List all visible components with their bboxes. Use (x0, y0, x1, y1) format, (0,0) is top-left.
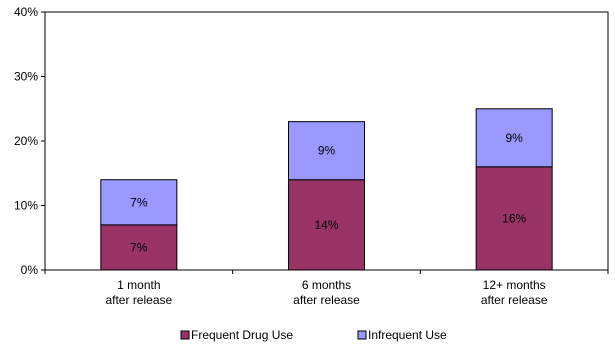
x-tick-label-line: after release (105, 293, 172, 307)
bar-segment-frequent (475, 166, 553, 271)
y-tick-label: 40% (14, 5, 38, 19)
x-tick-label-line: 1 month (117, 278, 160, 292)
y-tick-label: 20% (14, 134, 38, 148)
legend: Frequent Drug Use Infrequent Use (180, 328, 447, 342)
y-tick-label: 0% (21, 263, 39, 277)
x-tick-label-line: after release (293, 293, 360, 307)
data-label: 9% (318, 144, 336, 158)
legend-label: Infrequent Use (368, 328, 447, 342)
x-tick-label-line: 6 months (302, 278, 351, 292)
bar-segment-infrequent (100, 179, 178, 226)
x-tick-label-line: after release (481, 293, 548, 307)
y-tick-label: 30% (14, 70, 38, 84)
y-tick-label: 10% (14, 199, 38, 213)
data-label: 7% (130, 195, 148, 209)
x-tick-label: 6 months after release (293, 278, 360, 307)
bar-segment-frequent (100, 224, 178, 271)
bar-segment-frequent (288, 179, 365, 271)
x-tick-label: 1 month after release (105, 278, 172, 307)
x-tick-label: 12+ months after release (481, 278, 548, 307)
data-label: 9% (505, 131, 523, 145)
data-label: 16% (502, 211, 526, 225)
bar-segment-infrequent (475, 108, 553, 168)
x-tick-label-line: 12+ months (483, 278, 546, 292)
legend-swatch (357, 330, 367, 340)
data-label: 7% (130, 240, 148, 254)
legend-swatch (180, 330, 190, 340)
legend-label: Frequent Drug Use (191, 328, 293, 342)
data-label: 14% (314, 218, 338, 232)
data-labels: 7% 7% 14% 9% 16% 9% (130, 131, 526, 255)
bars (100, 108, 553, 271)
bar-segment-infrequent (288, 121, 365, 181)
